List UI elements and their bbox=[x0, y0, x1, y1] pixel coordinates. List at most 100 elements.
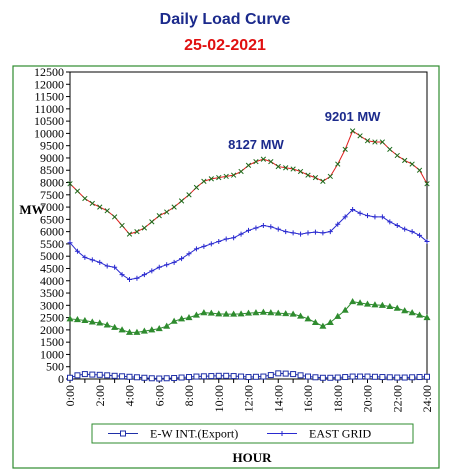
data-point bbox=[289, 310, 297, 317]
y-tick-label: 4000 bbox=[40, 274, 64, 288]
data-point bbox=[290, 371, 297, 378]
data-point bbox=[119, 373, 126, 380]
data-point bbox=[342, 214, 348, 220]
data-point bbox=[282, 370, 289, 377]
x-tick-label: 16:00 bbox=[301, 385, 315, 412]
data-point bbox=[186, 251, 192, 257]
data-point bbox=[208, 373, 215, 380]
data-point bbox=[350, 207, 356, 213]
data-point bbox=[222, 310, 230, 317]
data-point bbox=[268, 158, 274, 165]
data-point bbox=[349, 373, 356, 380]
data-point bbox=[424, 373, 430, 380]
data-point bbox=[171, 259, 177, 265]
data-point bbox=[290, 166, 296, 172]
data-point bbox=[297, 372, 304, 379]
y-tick-label: 1000 bbox=[40, 347, 64, 361]
data-point bbox=[149, 219, 155, 225]
data-point bbox=[279, 431, 285, 436]
data-point bbox=[378, 301, 386, 308]
data-point bbox=[170, 317, 178, 324]
x-tick-label: 24:00 bbox=[420, 385, 434, 412]
data-point bbox=[253, 158, 259, 165]
data-point bbox=[283, 229, 289, 235]
data-point bbox=[200, 309, 208, 316]
data-point bbox=[416, 167, 423, 173]
data-point bbox=[238, 231, 244, 237]
y-tick-label: 7000 bbox=[40, 200, 64, 214]
x-tick-label: 12:00 bbox=[242, 385, 256, 412]
data-point bbox=[282, 310, 290, 317]
data-point bbox=[133, 328, 141, 335]
data-point bbox=[66, 315, 74, 322]
x-axis: 0:00 2:00 4:00 6:00 8:00 10:00 12:00 14:00 16:00… bbox=[63, 379, 434, 412]
data-point bbox=[155, 325, 163, 332]
x-tick-label: 2:00 bbox=[93, 385, 107, 406]
data-point bbox=[275, 163, 281, 170]
x-tick-label: 14:00 bbox=[271, 385, 285, 412]
y-tick-label: 3000 bbox=[40, 298, 64, 312]
data-point bbox=[156, 264, 162, 270]
x-tick-label: 20:00 bbox=[361, 385, 375, 412]
y-tick-label: 6500 bbox=[40, 212, 64, 226]
data-point bbox=[238, 168, 244, 175]
data-point bbox=[103, 321, 111, 328]
data-point bbox=[260, 223, 266, 228]
peak-annotation: 8127 MW bbox=[228, 137, 284, 152]
data-point bbox=[164, 209, 170, 215]
data-point bbox=[252, 309, 260, 316]
data-point bbox=[409, 229, 415, 235]
data-point bbox=[364, 373, 371, 380]
data-point bbox=[111, 323, 119, 330]
data-point bbox=[424, 238, 430, 244]
data-point bbox=[119, 222, 125, 229]
data-point bbox=[244, 309, 253, 316]
data-point bbox=[193, 184, 200, 191]
series-layer bbox=[66, 128, 431, 382]
data-point bbox=[402, 157, 408, 164]
data-point bbox=[424, 181, 430, 187]
data-point bbox=[408, 309, 416, 316]
legend: E-W INT.(Export) EAST GRID bbox=[108, 427, 371, 441]
plot-area bbox=[69, 71, 428, 380]
data-point bbox=[149, 268, 155, 274]
data-point bbox=[275, 226, 281, 232]
data-point bbox=[320, 178, 326, 184]
data-point bbox=[97, 204, 103, 210]
data-point bbox=[297, 168, 304, 175]
data-point bbox=[356, 299, 364, 306]
data-point bbox=[364, 138, 371, 144]
data-point bbox=[193, 373, 200, 380]
y-tick-label: 4500 bbox=[40, 261, 64, 275]
data-point bbox=[319, 322, 327, 329]
data-point bbox=[141, 272, 147, 278]
data-point bbox=[133, 374, 140, 381]
y-axis-label: MW bbox=[19, 202, 44, 217]
data-point bbox=[185, 313, 193, 321]
data-point bbox=[417, 232, 423, 238]
data-point bbox=[74, 188, 81, 194]
data-point bbox=[305, 373, 311, 380]
data-point bbox=[401, 374, 408, 381]
data-point bbox=[179, 256, 185, 262]
legend-label: EAST GRID bbox=[309, 427, 371, 441]
data-point bbox=[409, 161, 415, 167]
y-tick-label: 5000 bbox=[40, 249, 64, 263]
data-point bbox=[305, 230, 311, 236]
data-point bbox=[81, 316, 89, 324]
x-tick-label: 10:00 bbox=[212, 385, 226, 412]
data-point bbox=[312, 174, 319, 181]
data-point bbox=[96, 319, 104, 326]
data-point bbox=[386, 374, 393, 381]
data-point bbox=[409, 374, 416, 381]
data-point bbox=[216, 238, 222, 244]
data-point bbox=[252, 373, 259, 380]
data-point bbox=[387, 219, 393, 225]
data-point bbox=[126, 231, 133, 237]
legend-box bbox=[91, 423, 414, 444]
data-point bbox=[260, 373, 267, 380]
y-tick-label: 12500 bbox=[34, 65, 64, 79]
data-point bbox=[327, 173, 333, 180]
data-point bbox=[365, 213, 370, 219]
data-point bbox=[267, 309, 275, 316]
